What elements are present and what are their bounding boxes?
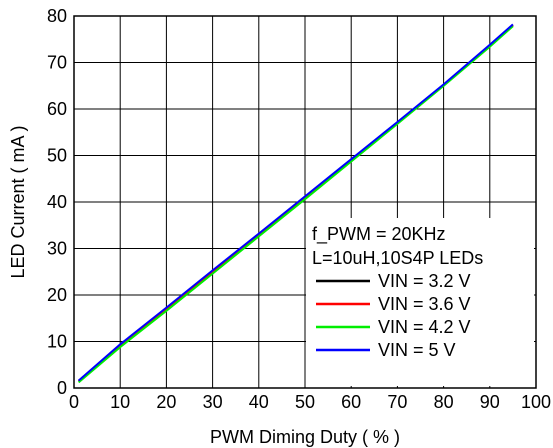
x-tick-label: 80 [434, 392, 454, 412]
series-line-3 [77, 25, 514, 384]
x-tick-label: 10 [110, 392, 130, 412]
x-tick-label: 100 [521, 392, 551, 412]
y-axis-label: LED Current ( mA ) [8, 125, 28, 278]
legend-label-4: VIN = 5 V [378, 340, 456, 360]
y-tick-label: 20 [47, 285, 67, 305]
y-tick-label: 30 [47, 239, 67, 259]
legend-label-2: VIN = 3.6 V [378, 294, 471, 314]
legend-label-3: VIN = 4.2 V [378, 317, 471, 337]
x-tick-label: 0 [69, 392, 79, 412]
y-tick-label: 0 [57, 378, 67, 398]
x-axis-label: PWM Diming Duty ( % ) [210, 427, 400, 447]
x-tick-label: 50 [295, 392, 315, 412]
legend-label-1: VIN = 3.2 V [378, 271, 471, 291]
x-tick-labels: 0 10 20 30 40 50 60 70 80 90 100 [69, 392, 551, 412]
legend: f_PWM = 20KHz L=10uH,10S4P LEDs VIN = 3.… [306, 218, 534, 386]
x-tick-label: 90 [480, 392, 500, 412]
y-tick-labels: 0 10 20 30 40 50 60 70 80 [47, 6, 67, 398]
x-tick-label: 70 [387, 392, 407, 412]
x-tick-label: 40 [249, 392, 269, 412]
series-line-4 [77, 23, 514, 382]
y-tick-label: 80 [47, 6, 67, 26]
legend-header-inductor: L=10uH,10S4P LEDs [312, 248, 483, 268]
series-lines [77, 23, 514, 384]
y-tick-label: 50 [47, 146, 67, 166]
legend-header-frequency: f_PWM = 20KHz [312, 224, 446, 245]
y-tick-label: 70 [47, 53, 67, 73]
x-tick-label: 20 [156, 392, 176, 412]
plot-frame [73, 15, 537, 389]
y-tick-label: 10 [47, 332, 67, 352]
y-tick-label: 40 [47, 192, 67, 212]
y-tick-label: 60 [47, 99, 67, 119]
legend-background [306, 218, 534, 386]
x-tick-label: 60 [341, 392, 361, 412]
x-tick-label: 30 [203, 392, 223, 412]
